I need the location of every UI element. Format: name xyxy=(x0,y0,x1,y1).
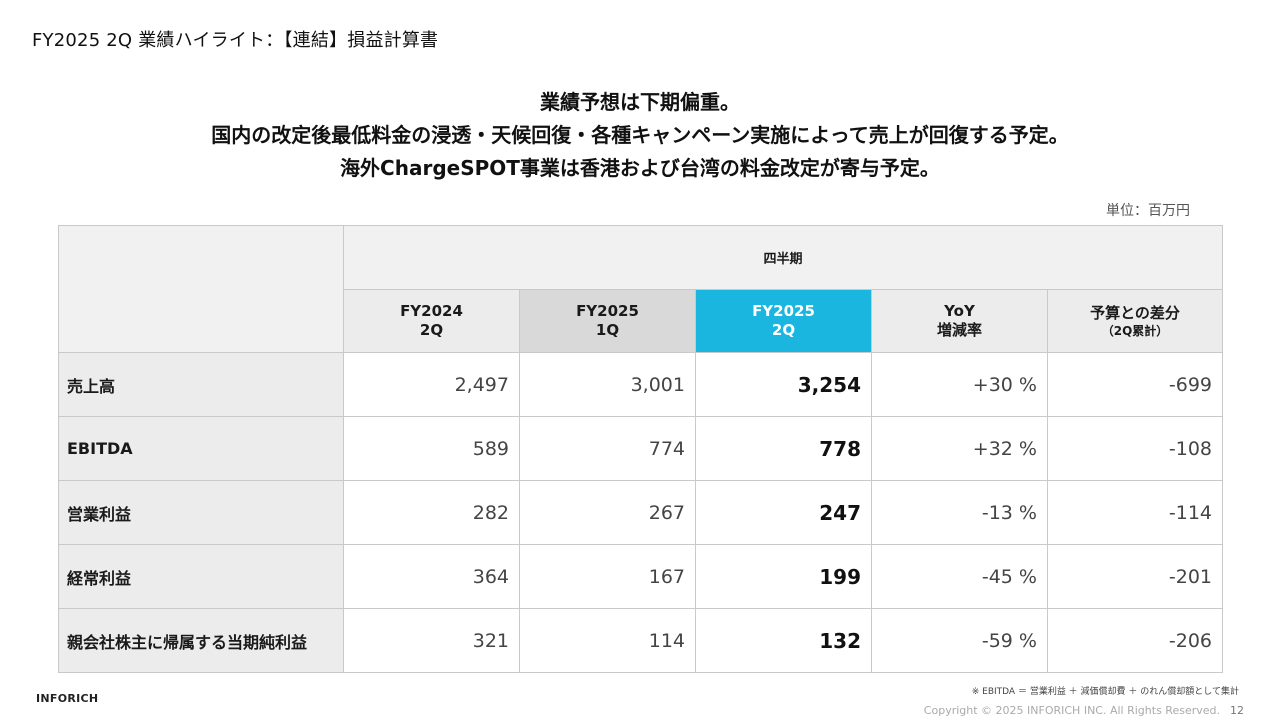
headline-line-2: 国内の改定後最低料金の浸透・天候回復・各種キャンペーン実施によって売上が回復する… xyxy=(211,123,1069,147)
column-header-fy2025-1q: FY2025 1Q xyxy=(519,289,696,353)
cell-budget-diff: -206 xyxy=(1046,608,1224,673)
ebitda-footnote: ※ EBITDA ＝ 営業利益 ＋ 減価償却費 ＋ のれん償却額として集計 xyxy=(971,687,1239,697)
column-header-line1: FY2025 xyxy=(576,302,639,320)
cell-fy2025-2q: 247 xyxy=(695,480,872,545)
cell-yoy: -59 % xyxy=(871,608,1048,673)
quarter-group-header: 四半期 xyxy=(342,225,1224,290)
table-group-header-row: 四半期 xyxy=(58,225,1224,353)
column-header-line2: （2Q累計） xyxy=(1101,323,1169,338)
column-header-line1: YoY xyxy=(944,302,975,320)
copyright-line: Copyright © 2025 INFORICH INC. All Right… xyxy=(924,704,1244,717)
cell-fy2024-2q: 364 xyxy=(343,544,520,609)
cell-fy2025-1q: 267 xyxy=(519,480,696,545)
column-header-line1: 予算との差分 xyxy=(1090,303,1180,322)
row-label: 営業利益 xyxy=(58,480,344,545)
cell-budget-diff: -114 xyxy=(1046,480,1224,545)
table-row-net-income: 親会社株主に帰属する当期純利益 321 114 132 -59 % -206 xyxy=(58,608,1224,673)
cell-yoy: +30 % xyxy=(871,352,1048,417)
column-header-line2: 1Q xyxy=(595,321,620,339)
cell-fy2025-2q: 132 xyxy=(695,608,872,673)
column-header-fy2025-2q: FY2025 2Q xyxy=(695,289,872,353)
cell-yoy: -13 % xyxy=(871,480,1048,545)
cell-fy2025-1q: 114 xyxy=(519,608,696,673)
cell-budget-diff: -699 xyxy=(1046,352,1224,417)
row-label: 経常利益 xyxy=(58,544,344,609)
column-header-fy2024-2q: FY2024 2Q xyxy=(343,289,520,353)
headline-line-1: 業績予想は下期偏重。 xyxy=(540,90,740,114)
headline-line-3: 海外ChargeSPOT事業は香港および台湾の料金改定が寄与予定。 xyxy=(340,156,940,180)
cell-budget-diff: -201 xyxy=(1046,544,1224,609)
headline: 業績予想は下期偏重。 国内の改定後最低料金の浸透・天候回復・各種キャンペーン実施… xyxy=(0,86,1280,185)
slide-title: FY2025 2Q 業績ハイライト：【連結】損益計算書 xyxy=(32,30,439,51)
cell-fy2025-1q: 774 xyxy=(519,416,696,481)
cell-fy2024-2q: 589 xyxy=(343,416,520,481)
row-label: 親会社株主に帰属する当期純利益 xyxy=(58,608,344,673)
unit-note: 単位：百万円 xyxy=(1106,203,1190,219)
table-row-revenue: 売上高 2,497 3,001 3,254 +30 % -699 xyxy=(58,352,1224,417)
cell-fy2025-1q: 167 xyxy=(519,544,696,609)
cell-budget-diff: -108 xyxy=(1046,416,1224,481)
column-header-yoy: YoY 増減率 xyxy=(871,289,1048,353)
cell-fy2024-2q: 321 xyxy=(343,608,520,673)
column-header-line2: 2Q xyxy=(771,321,796,339)
cell-yoy: +32 % xyxy=(871,416,1048,481)
cell-yoy: -45 % xyxy=(871,544,1048,609)
column-header-line2: 2Q xyxy=(419,321,444,339)
column-header-line1: FY2024 xyxy=(400,302,463,320)
cell-fy2025-2q: 199 xyxy=(695,544,872,609)
cell-fy2025-2q: 3,254 xyxy=(695,352,872,417)
cell-fy2025-1q: 3,001 xyxy=(519,352,696,417)
table-column-header-row: FY2024 2Q FY2025 1Q FY2025 2Q YoY 増減率 予算… xyxy=(59,289,1224,353)
footer-brand-logo: INFORICH xyxy=(36,692,99,705)
income-statement-table: 四半期 FY2024 2Q FY2025 1Q FY2025 2Q YoY 増減… xyxy=(58,225,1224,673)
table-corner-cell xyxy=(58,225,344,353)
copyright-text: Copyright © 2025 INFORICH INC. All Right… xyxy=(923,704,1220,717)
cell-fy2024-2q: 282 xyxy=(343,480,520,545)
column-header-line1: FY2025 xyxy=(752,302,815,320)
table-row-operating-income: 営業利益 282 267 247 -13 % -114 xyxy=(58,480,1224,545)
column-header-line2: 増減率 xyxy=(936,321,982,339)
table-row-ordinary-income: 経常利益 364 167 199 -45 % -201 xyxy=(58,544,1224,609)
row-label: 売上高 xyxy=(58,352,344,417)
cell-fy2025-2q: 778 xyxy=(695,416,872,481)
cell-fy2024-2q: 2,497 xyxy=(343,352,520,417)
page-number: 12 xyxy=(1230,704,1244,717)
table-row-ebitda: EBITDA 589 774 778 +32 % -108 xyxy=(58,416,1224,481)
column-header-budget-diff: 予算との差分 （2Q累計） xyxy=(1046,289,1224,353)
row-label: EBITDA xyxy=(58,416,344,481)
